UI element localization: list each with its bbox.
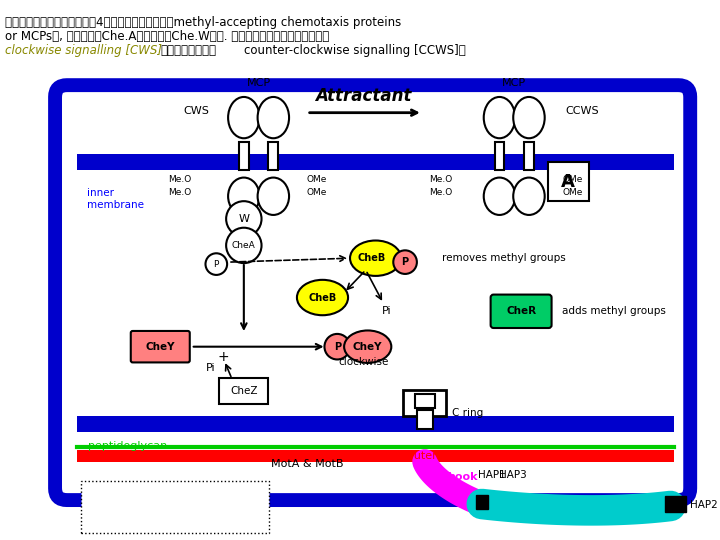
Text: P: P [402,257,409,267]
Ellipse shape [513,178,545,215]
Bar [417,410,433,429]
Text: OMe: OMe [307,175,327,184]
Text: Attractant: Attractant [315,87,412,105]
Bar [495,142,505,170]
Bar [77,154,675,170]
Ellipse shape [513,97,545,138]
Text: OMe: OMe [307,188,327,197]
Text: inner
membrane: inner membrane [86,188,143,211]
Text: A: A [562,172,575,191]
Text: P: P [214,260,219,268]
Bar [77,450,675,462]
Text: OMe: OMe [562,188,582,197]
Text: counter-clockwise signalling [CCWS]）: counter-clockwise signalling [CCWS]） [244,44,466,57]
Circle shape [205,253,227,275]
Text: HAP3: HAP3 [500,469,527,480]
Text: P: P [333,342,341,352]
Ellipse shape [258,97,289,138]
FancyBboxPatch shape [55,85,690,500]
Ellipse shape [484,178,516,215]
Text: ）向逆时针转变（: ）向逆时针转变（ [161,44,216,57]
Text: HAP1: HAP1 [478,469,505,480]
Text: Me.O: Me.O [429,175,452,184]
Text: MCP: MCP [246,78,271,88]
Ellipse shape [258,178,289,215]
Text: hook: hook [447,472,478,482]
Text: Pi: Pi [206,363,215,373]
Text: Me.O: Me.O [429,188,452,197]
Circle shape [325,334,350,360]
Text: CheY: CheY [353,342,382,352]
Ellipse shape [350,240,401,276]
Bar [548,162,589,201]
Text: clockwise: clockwise [338,357,389,367]
Circle shape [226,201,261,237]
Text: +: + [217,349,229,363]
Text: HAP2: HAP2 [690,500,718,510]
Text: CheZ: CheZ [230,386,258,396]
Bar [476,495,487,509]
Text: clockwise signalling [CWS]: clockwise signalling [CWS] [5,44,162,57]
Text: Pi: Pi [382,306,391,316]
Text: W: W [238,214,249,224]
Text: CheB: CheB [308,293,337,302]
Text: 受体复合体主要由细胞膜上的4个可甲基化趋化蛋白（methyl-accepting chemotaxis proteins: 受体复合体主要由细胞膜上的4个可甲基化趋化蛋白（methyl-accepting… [5,16,401,29]
Text: MCP: MCP [502,78,526,88]
Ellipse shape [297,280,348,315]
Text: adds methyl groups: adds methyl groups [562,306,666,316]
Text: removes methyl groups: removes methyl groups [443,253,566,263]
Bar [665,496,686,512]
Text: or MCPs）, 组氨酸激酶Che.A、连接蛋白Che.W组成. 当诱导物结合时促进从顺时针（: or MCPs）, 组氨酸激酶Che.A、连接蛋白Che.W组成. 当诱导物结合… [5,30,329,43]
Text: Me.O: Me.O [168,188,192,197]
Bar [403,390,446,415]
Text: C ring: C ring [452,408,484,417]
Text: CheR: CheR [506,306,536,316]
Circle shape [393,251,417,274]
Bar [269,142,278,170]
Bar [77,416,675,432]
Ellipse shape [344,330,391,363]
FancyBboxPatch shape [490,295,552,328]
Text: outer membrane: outer membrane [407,451,501,461]
Bar [81,481,269,532]
Bar [524,142,534,170]
Ellipse shape [228,178,260,215]
Text: Me.O: Me.O [168,175,192,184]
Text: CCWS: CCWS [565,106,599,116]
Text: OMe: OMe [562,175,582,184]
Text: CheY: CheY [145,342,175,352]
Bar [415,394,435,408]
FancyBboxPatch shape [131,331,190,362]
Text: MotA & MotB: MotA & MotB [271,458,343,469]
Text: CheA: CheA [232,241,256,250]
Bar [220,378,269,404]
Bar [239,142,248,170]
Text: CheB: CheB [358,253,386,263]
Text: peptidoglycan: peptidoglycan [89,441,168,451]
Circle shape [226,228,261,263]
Ellipse shape [228,97,260,138]
Ellipse shape [484,97,516,138]
Text: CWS: CWS [184,106,210,116]
